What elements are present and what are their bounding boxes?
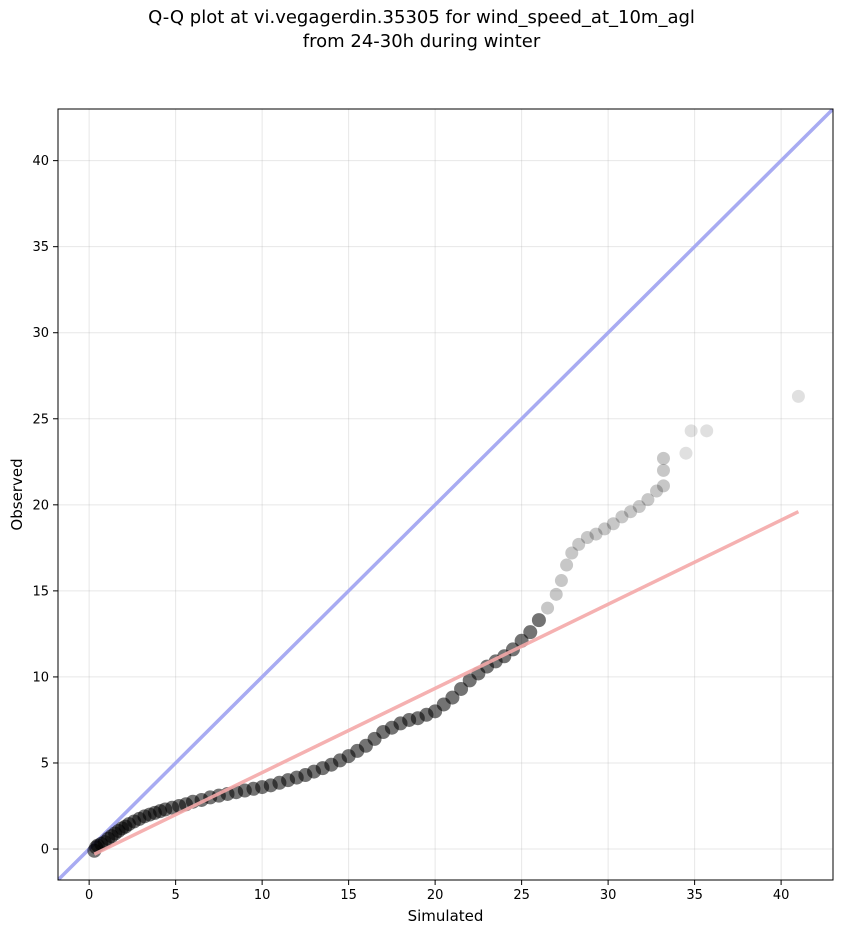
data-point: [679, 446, 693, 460]
data-point: [541, 601, 555, 615]
grid: [58, 109, 833, 880]
chart-title-line-2: from 24-30h during winter: [302, 31, 541, 52]
data-point: [589, 527, 603, 541]
y-tick-label: 30: [32, 326, 49, 341]
y-tick-label: 15: [32, 584, 49, 599]
data-point: [572, 537, 586, 551]
x-tick-label: 35: [686, 888, 703, 903]
data-point: [656, 479, 670, 493]
data-point: [656, 463, 670, 477]
data-points: [87, 389, 805, 858]
x-tick-label: 25: [513, 888, 530, 903]
data-point: [615, 510, 629, 524]
data-point: [641, 493, 655, 507]
x-tick-label: 15: [340, 888, 357, 903]
y-tick-label: 25: [32, 412, 49, 427]
data-point: [606, 517, 620, 531]
x-tick-label: 40: [773, 888, 790, 903]
y-tick-label: 10: [32, 670, 49, 685]
y-tick-label: 40: [32, 154, 49, 169]
x-tick-label: 5: [171, 888, 179, 903]
y-tick-label: 5: [41, 756, 49, 771]
x-tick-label: 20: [427, 888, 444, 903]
y-tick-label: 35: [32, 240, 49, 255]
data-point: [598, 522, 612, 536]
axis-ticks: 0 5 10 15 20 25 30 35 40 0 5 10 15 20 25 30 35 40: [32, 154, 789, 903]
data-point: [656, 451, 670, 465]
chart-title-line-1: Q-Q plot at vi.vegagerdin.35305 for wind…: [148, 7, 695, 28]
x-tick-label: 10: [254, 888, 271, 903]
data-point: [549, 587, 563, 601]
data-point: [560, 558, 574, 572]
data-point: [650, 484, 664, 498]
identity-line: [58, 109, 833, 880]
y-axis-label: Observed: [8, 458, 26, 530]
data-point: [632, 500, 646, 514]
data-point: [624, 505, 638, 519]
data-point: [565, 546, 579, 560]
data-point: [531, 613, 546, 628]
y-tick-label: 0: [41, 843, 49, 858]
data-point: [554, 574, 568, 588]
data-point: [700, 424, 714, 438]
x-tick-label: 0: [85, 888, 93, 903]
fit-line: [93, 510, 800, 856]
data-point: [454, 681, 469, 696]
data-point: [684, 424, 698, 438]
chart-title: Q-Q plot at vi.vegagerdin.35305 for wind…: [0, 6, 843, 54]
data-point: [580, 531, 594, 545]
x-tick-label: 30: [600, 888, 617, 903]
plot-frame: [57, 108, 834, 881]
data-point: [791, 389, 805, 403]
y-tick-label: 20: [32, 498, 49, 513]
data-point: [445, 690, 460, 705]
data-point: [523, 625, 538, 640]
x-axis-label: Simulated: [408, 907, 484, 925]
